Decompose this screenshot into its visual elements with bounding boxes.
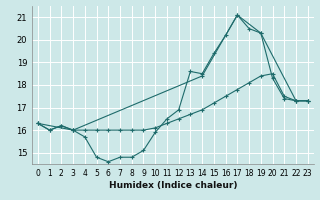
X-axis label: Humidex (Indice chaleur): Humidex (Indice chaleur) (108, 181, 237, 190)
